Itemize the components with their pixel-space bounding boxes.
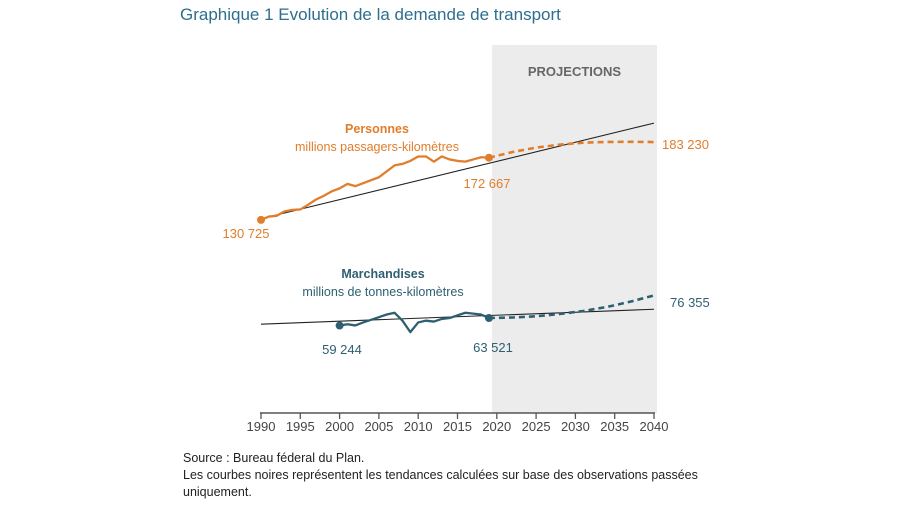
x-tick-label: 2000: [325, 419, 354, 434]
marchandises-last-observed-point: [484, 314, 493, 323]
personnes-start-point: [257, 215, 265, 224]
x-axis: 1990 1995 2000 2005 2010 2015 2020 2025 2030 2035…: [247, 412, 669, 434]
x-tick-label: 2005: [364, 419, 393, 434]
personnes-end-label: 183 230: [662, 137, 709, 152]
source-note: Source : Bureau féderal du Plan.: [183, 451, 365, 465]
x-tick-label: 2025: [522, 419, 551, 434]
x-tick-label: 2015: [443, 419, 472, 434]
marchandises-series-unit: millions de tonnes-kilomètres: [302, 285, 463, 299]
personnes-series-unit: millions passagers-kilomètres: [295, 140, 459, 154]
marchandises-series-name: Marchandises: [341, 267, 424, 281]
x-tick-label: 1995: [286, 419, 315, 434]
trend-note: Les courbes noires représentent les tend…: [183, 468, 698, 499]
x-tick-label: 2035: [600, 419, 629, 434]
marchandises-start-label: 59 244: [322, 342, 362, 357]
personnes-start-label: 130 725: [223, 226, 270, 241]
chart-notes: Source : Bureau féderal du Plan. Les cou…: [183, 450, 743, 501]
projection-band: [491, 45, 657, 413]
personnes-trend-line: [260, 122, 655, 220]
personnes-last-observed-label: 172 667: [464, 176, 511, 191]
x-tick-label: 2020: [482, 419, 511, 434]
x-tick-label: 2010: [404, 419, 433, 434]
marchandises-projection-line: [488, 294, 655, 320]
marchandises-end-label: 76 355: [670, 295, 710, 310]
projections-label: PROJECTIONS: [528, 64, 622, 79]
marchandises-start-point: [335, 321, 344, 330]
x-tick-label: 2030: [561, 419, 590, 434]
x-tick-label: 2040: [640, 419, 669, 434]
personnes-projection-line: [488, 140, 655, 159]
personnes-observed-line: [260, 155, 490, 221]
personnes-series-name: Personnes: [345, 122, 409, 136]
chart-title: Graphique 1 Evolution de la demande de t…: [180, 5, 561, 24]
line-chart: PROJECTIONS Personnes millions passagers-…: [223, 45, 710, 434]
marchandises-observed-line: [339, 311, 490, 334]
personnes-last-observed-point: [484, 153, 493, 162]
marchandises-trend-line: [260, 308, 655, 325]
x-tick-label: 1990: [247, 419, 276, 434]
marchandises-last-observed-label: 63 521: [473, 340, 513, 355]
